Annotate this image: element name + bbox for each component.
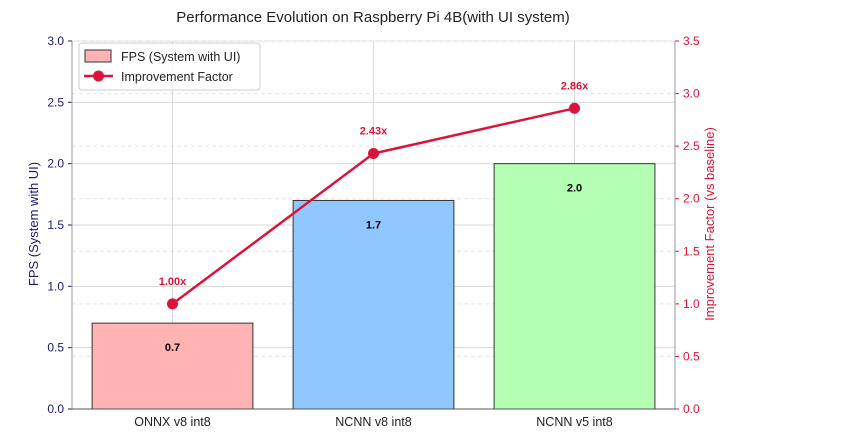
data-labels: 0.7 1.7 2.0 1.00x 2.43x 2.86x — [159, 80, 589, 354]
y-left-tick-label: 1.5 — [47, 218, 64, 232]
y-right-tick-label: 1.5 — [683, 244, 700, 258]
line-series — [167, 102, 580, 310]
y-right-tick-label: 0.5 — [683, 349, 700, 363]
legend-line-label: Improvement Factor — [121, 70, 233, 84]
bar-value-label: 0.7 — [165, 342, 180, 354]
line-point — [569, 102, 580, 114]
legend-line-marker — [93, 70, 104, 82]
legend-frame — [78, 42, 261, 91]
bar — [493, 163, 656, 410]
line-point — [368, 148, 379, 160]
x-tick-label: NCNN v5 int8 — [536, 415, 612, 429]
y-axis-left-label: FPS (System with UI) — [26, 162, 41, 286]
axes: 0.0 0.5 1.0 1.5 2.0 2.5 3.0 0.0 0.5 1.0 1.5 2.0 2.5 3… — [47, 34, 700, 429]
line-value-label: 2.86x — [561, 80, 589, 92]
y-right-tick-label: 3.0 — [683, 87, 700, 101]
legend-bar-swatch — [84, 49, 112, 63]
line-point — [167, 298, 178, 310]
line-value-label: 1.00x — [159, 276, 187, 288]
y-right-tick-label: 0.0 — [683, 402, 700, 416]
bar — [91, 322, 254, 410]
legend: FPS (System with UI) Improvement Factor — [78, 42, 261, 91]
y-left-tick-label: 1.0 — [47, 279, 64, 293]
x-tick-label: NCNN v8 int8 — [335, 415, 411, 429]
y-left-tick-label: 0.5 — [47, 341, 64, 355]
chart-title: Performance Evolution on Raspberry Pi 4B… — [176, 9, 569, 26]
legend-bar-label: FPS (System with UI) — [121, 50, 240, 64]
bar-value-label: 2.0 — [567, 183, 582, 195]
y-right-tick-label: 1.0 — [683, 297, 700, 311]
y-left-tick-label: 0.0 — [47, 402, 64, 416]
bar — [292, 199, 455, 410]
y-left-tick-label: 2.0 — [47, 157, 64, 171]
y-right-tick-label: 3.5 — [683, 34, 700, 48]
y-left-tick-label: 3.0 — [47, 34, 64, 48]
line-value-label: 2.43x — [360, 126, 388, 138]
y-left-tick-label: 2.5 — [47, 95, 64, 109]
y-right-tick-label: 2.5 — [683, 139, 700, 153]
y-axis-right-label: Improvement Factor (vs baseline) — [702, 127, 717, 321]
y-right-tick-label: 2.0 — [683, 192, 700, 206]
x-tick-label: ONNX v8 int8 — [134, 415, 210, 429]
bar-value-label: 1.7 — [366, 219, 381, 231]
bar-series — [91, 163, 656, 410]
